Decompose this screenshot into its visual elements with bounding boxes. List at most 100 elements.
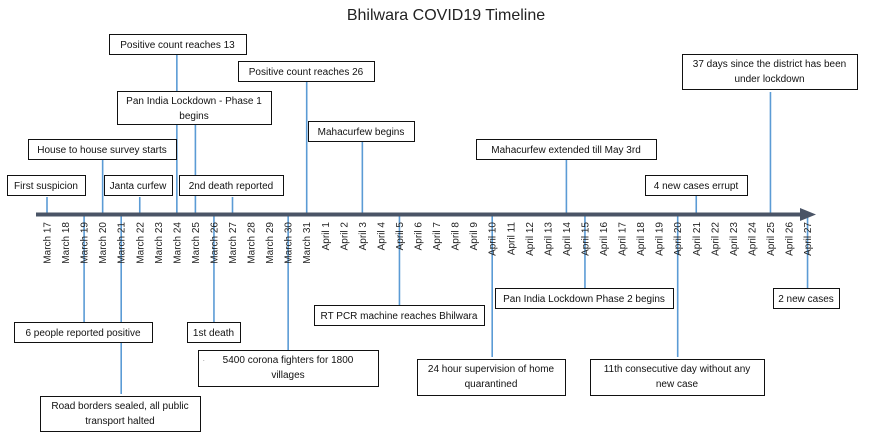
event-box: Positive count reaches 26	[238, 61, 375, 82]
event-text: Positive count reaches 26	[249, 67, 364, 78]
date-tick-march-27: March 27	[228, 222, 239, 264]
event-box: RT PCR machine reaches Bhilwara	[314, 305, 485, 326]
event-box-frame	[198, 350, 379, 387]
date-tick-april-14: April 14	[562, 222, 573, 256]
date-tick-april-15: April 15	[580, 222, 591, 256]
event-box-frame	[645, 175, 748, 196]
event-box: 37 days since the district has been under…	[682, 54, 858, 90]
event-box-frame	[314, 305, 485, 326]
event-box-frame	[476, 139, 657, 160]
event-text: Mahacurfew begins	[318, 127, 405, 138]
event-box-frame	[104, 175, 173, 196]
date-tick-april-2: April 2	[339, 222, 350, 251]
event-text: Janta curfew	[110, 181, 167, 192]
event-box-frame	[495, 288, 674, 309]
date-tick-april-6: April 6	[414, 222, 425, 251]
date-tick-labels: March 17 March 18 March 19 March 20 March 21…	[43, 222, 815, 264]
event-box: 4 new cases errupt	[645, 175, 748, 196]
event-text: villages	[271, 370, 304, 381]
event-box: Road borders sealed, all public transport…	[40, 396, 201, 432]
event-box: Mahacurfew extended till May 3rd	[476, 139, 657, 160]
date-tick-april-13: April 13	[543, 222, 554, 256]
timeline-axis	[36, 208, 816, 221]
event-text: 2 new cases	[778, 294, 834, 305]
axis-arrowhead	[800, 208, 816, 221]
event-box-frame	[7, 175, 86, 196]
date-tick-april-1: April 1	[321, 222, 332, 251]
event-text: 4 new cases errupt	[654, 181, 739, 192]
event-text: Pan India Lockdown Phase 2 begins	[503, 294, 665, 305]
date-tick-march-29: March 29	[265, 222, 276, 264]
event-text: new case	[656, 379, 699, 390]
date-tick-march-21: March 21	[117, 222, 128, 264]
date-tick-april-10: April 10	[488, 222, 499, 256]
event-box: House to house survey starts	[28, 139, 177, 160]
event-box: 2 new cases	[773, 288, 840, 309]
event-text: Pan India Lockdown - Phase 1	[126, 96, 262, 107]
event-box: Pan India Lockdown - Phase 1 begins	[117, 91, 272, 125]
diagram-title: Bhilwara COVID19 Timeline	[347, 7, 545, 24]
event-box: First suspicion	[7, 175, 86, 196]
date-tick-march-17: March 17	[43, 222, 54, 264]
date-tick-april-24: April 24	[747, 222, 758, 256]
date-tick-april-23: April 23	[729, 222, 740, 256]
event-box: 5400 corona fighters for 1800 villages.	[198, 350, 379, 387]
event-box-frame	[417, 359, 566, 396]
event-text: 24 hour supervision of home	[428, 364, 555, 375]
event-box-frame	[308, 121, 415, 142]
date-tick-march-22: March 22	[135, 222, 146, 264]
event-text: RT PCR machine reaches Bhilwara	[321, 311, 478, 322]
date-tick-april-22: April 22	[710, 222, 721, 256]
date-tick-april-19: April 19	[655, 222, 666, 256]
date-tick-april-27: April 27	[803, 222, 814, 256]
event-box: 11th consecutive day without any new case	[590, 359, 765, 396]
event-box-frame	[187, 322, 241, 343]
date-tick-april-4: April 4	[376, 222, 387, 251]
event-text: under lockdown	[734, 74, 804, 85]
date-tick-april-20: April 20	[673, 222, 684, 256]
date-tick-april-7: April 7	[432, 222, 443, 251]
date-tick-april-18: April 18	[636, 222, 647, 256]
connector-layer	[46, 54, 809, 394]
event-box-frame	[117, 91, 272, 125]
event-box-frame	[590, 359, 765, 396]
event-text: Positive count reaches 13	[120, 40, 235, 51]
event-bullet-marker: .	[203, 357, 205, 363]
event-text: quarantined	[465, 379, 518, 390]
event-text: transport halted	[85, 416, 155, 427]
event-text: 11th consecutive day without any	[604, 364, 751, 375]
date-tick-march-31: March 31	[302, 222, 313, 264]
event-box-frame	[28, 139, 177, 160]
event-box: Mahacurfew begins	[308, 121, 415, 142]
date-tick-april-21: April 21	[692, 222, 703, 256]
event-box: Janta curfew	[104, 175, 173, 196]
event-box: 2nd death reported	[179, 175, 284, 196]
event-box: 6 people reported positive	[14, 322, 153, 343]
event-text: 2nd death reported	[189, 181, 274, 192]
event-text: 1st death	[193, 328, 234, 339]
date-tick-march-18: March 18	[61, 222, 72, 264]
date-tick-march-30: March 30	[284, 222, 295, 264]
date-tick-march-20: March 20	[98, 222, 109, 264]
event-box-frame	[238, 61, 375, 82]
event-text: 37 days since the district has been	[693, 59, 846, 70]
date-tick-april-11: April 11	[506, 222, 517, 256]
event-box-frame	[682, 54, 858, 90]
date-tick-march-23: March 23	[154, 222, 165, 264]
date-tick-april-9: April 9	[469, 222, 480, 251]
event-box: 24 hour supervision of home quarantined	[417, 359, 566, 396]
date-tick-april-16: April 16	[599, 222, 610, 256]
event-box: Pan India Lockdown Phase 2 begins	[495, 288, 674, 309]
event-text: House to house survey starts	[37, 145, 167, 156]
date-tick-march-28: March 28	[247, 222, 258, 264]
date-tick-april-25: April 25	[766, 222, 777, 256]
date-tick-april-12: April 12	[525, 222, 536, 256]
event-text: Mahacurfew extended till May 3rd	[491, 145, 641, 156]
event-boxes: First suspicion House to house survey sta…	[7, 34, 858, 432]
event-text: First suspicion	[14, 181, 78, 192]
date-tick-april-5: April 5	[395, 222, 406, 251]
event-box-frame	[179, 175, 284, 196]
event-box: 1st death	[187, 322, 241, 343]
date-tick-march-25: March 25	[191, 222, 202, 264]
